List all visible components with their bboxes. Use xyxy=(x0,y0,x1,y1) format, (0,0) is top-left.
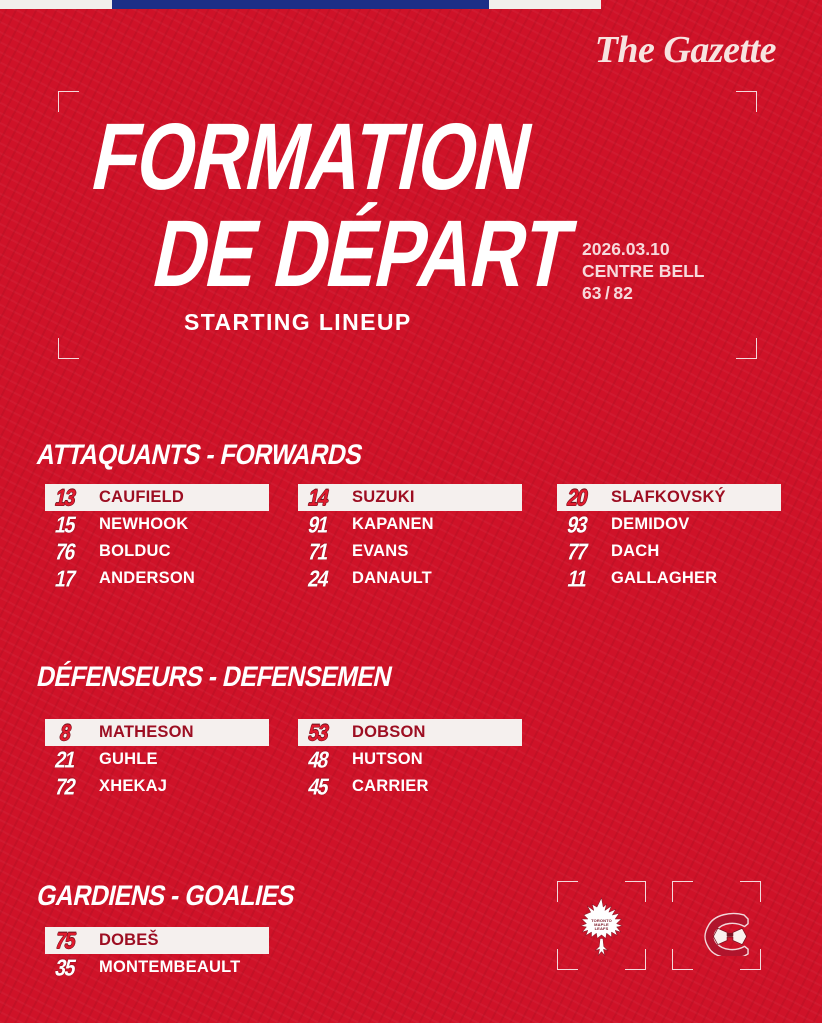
svg-text:LEAFS: LEAFS xyxy=(595,926,609,931)
